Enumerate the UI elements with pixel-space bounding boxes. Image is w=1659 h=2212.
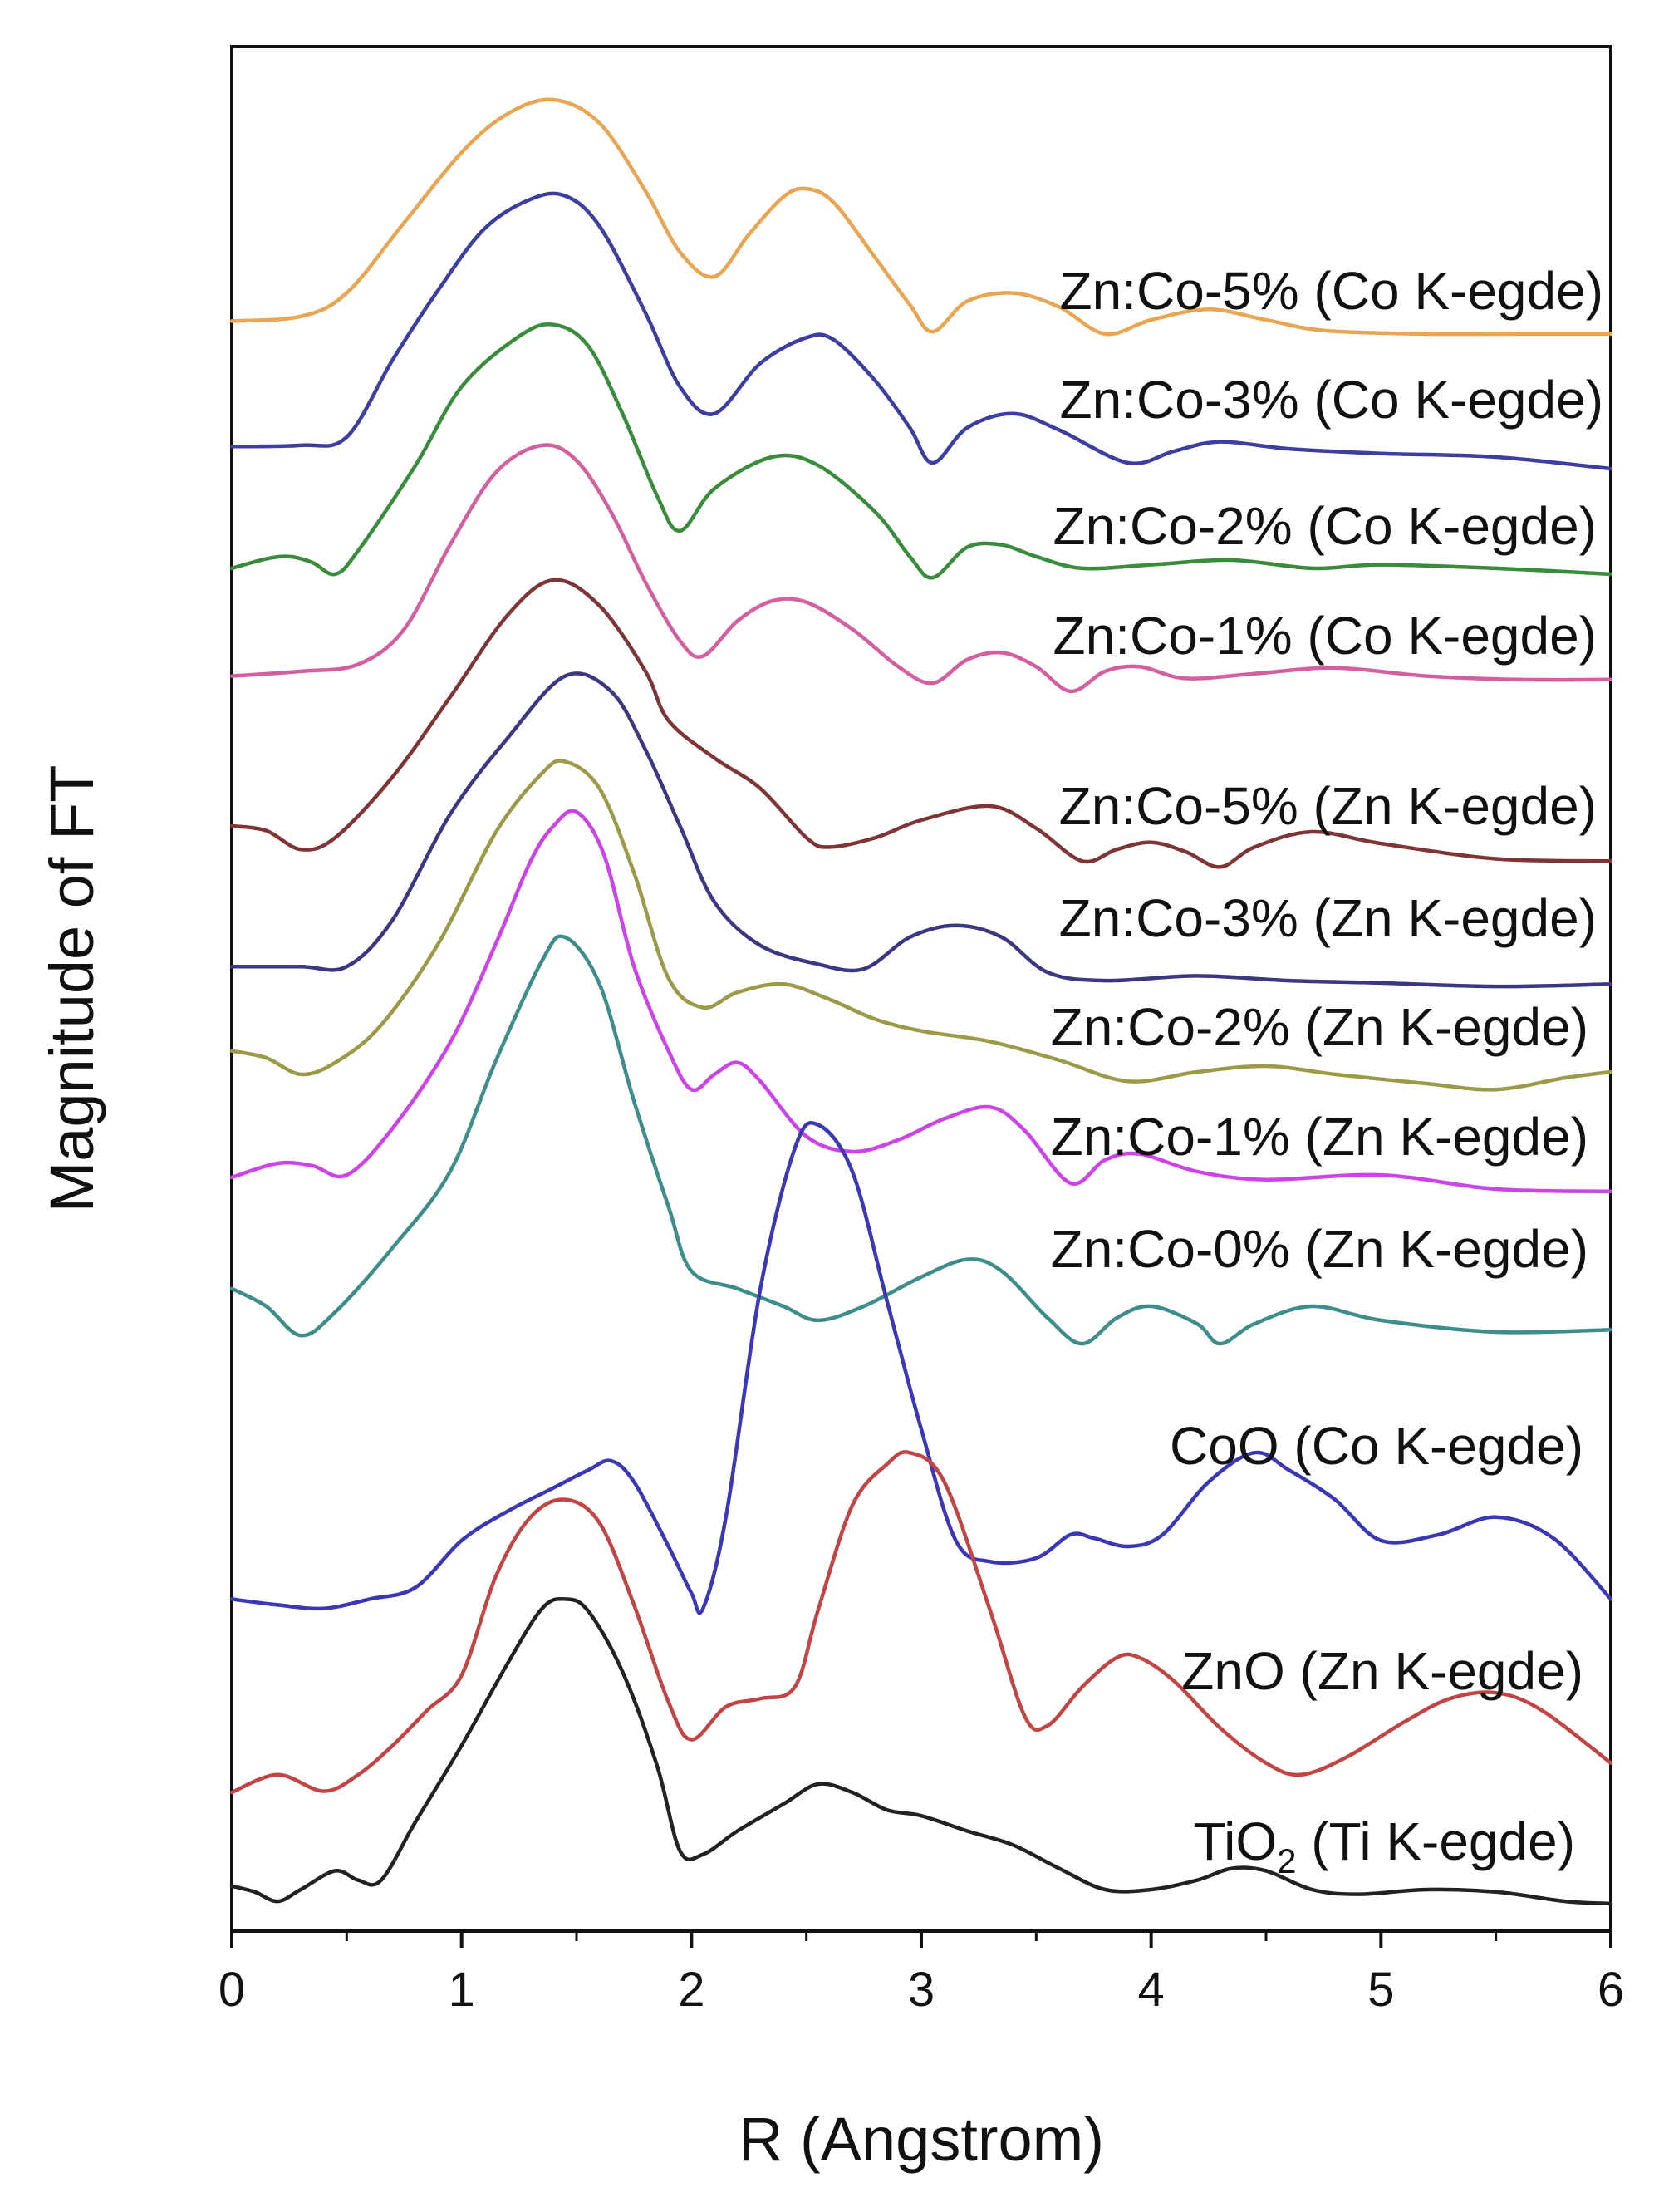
series-label: Zn:Co-2% (Zn K-egde) xyxy=(1051,997,1588,1057)
series-label: Zn:Co-3% (Zn K-egde) xyxy=(1059,888,1597,948)
series-line xyxy=(229,191,1613,471)
series-line xyxy=(229,578,1613,869)
series-label: Zn:Co-2% (Co K-egde) xyxy=(1053,496,1597,556)
series-line xyxy=(229,322,1613,580)
x-tick-label: 1 xyxy=(449,1963,475,2017)
series-line xyxy=(229,934,1613,1346)
series-line xyxy=(229,1450,1613,1795)
y-axis-title: Magnitude of FT xyxy=(37,765,106,1213)
series-label: Zn:Co-1% (Co K-egde) xyxy=(1053,606,1597,666)
series-line xyxy=(229,97,1613,337)
series-label: Zn:Co-3% (Co K-egde) xyxy=(1060,370,1603,430)
x-tick-label: 6 xyxy=(1598,1963,1624,2017)
series-label: Zn:Co-1% (Zn K-egde) xyxy=(1051,1107,1588,1167)
x-tick-label: 5 xyxy=(1367,1963,1394,2017)
x-tick-label: 2 xyxy=(678,1963,704,2017)
series-line xyxy=(229,671,1613,989)
series-label: ZnO (Zn K-egde) xyxy=(1181,1641,1583,1701)
series-line xyxy=(229,809,1613,1194)
series-label: Zn:Co-5% (Zn K-egde) xyxy=(1059,776,1597,836)
series-label: CoO (Co K-egde) xyxy=(1170,1416,1583,1476)
series-line xyxy=(229,1121,1613,1615)
series-label: TiO2 (Ti K-egde) xyxy=(1193,1811,1575,1880)
series-label: Zn:Co-5% (Co K-egde) xyxy=(1060,261,1603,321)
x-axis-title: R (Angstrom) xyxy=(739,2105,1104,2174)
series-labels: Zn:Co-5% (Co K-egde) Zn:Co-3% (Co K-egde)… xyxy=(1051,261,1603,1880)
x-tick-label: 0 xyxy=(218,1963,245,2017)
x-tick-label: 4 xyxy=(1138,1963,1165,2017)
series-line xyxy=(229,1596,1613,1906)
series-line xyxy=(229,759,1613,1092)
series-line xyxy=(229,443,1613,694)
series-lines xyxy=(229,97,1613,1906)
x-tick-label: 3 xyxy=(908,1963,935,2017)
x-axis-ticks: 0 1 2 3 4 5 6 xyxy=(218,1931,1624,2017)
series-label: Zn:Co-0% (Zn K-egde) xyxy=(1051,1219,1588,1279)
